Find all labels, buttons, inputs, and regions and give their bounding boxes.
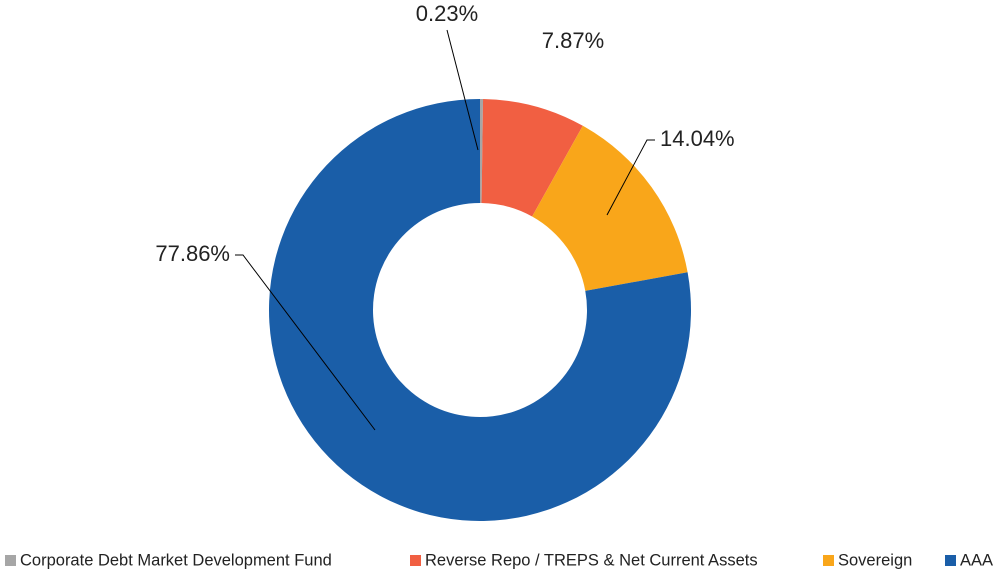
donut-segment (480, 99, 484, 204)
legend-swatch (823, 555, 834, 566)
value-label: 7.87% (542, 28, 604, 53)
value-label: 14.04% (660, 126, 735, 151)
legend-swatch (945, 555, 956, 566)
donut-segment (269, 99, 691, 521)
legend-label: Reverse Repo / TREPS & Net Current Asset… (425, 551, 758, 569)
legend-label: Corporate Debt Market Development Fund (20, 551, 332, 569)
legend-swatch (5, 555, 16, 566)
donut-segment (481, 99, 583, 217)
legend-swatch (410, 555, 421, 566)
donut-segment (532, 125, 688, 291)
legend-label: AAA (960, 551, 993, 569)
leader-line (446, 29, 479, 151)
value-label: 77.86% (155, 241, 230, 266)
legend-label: Sovereign (838, 551, 912, 569)
leader-line (606, 139, 655, 216)
leader-line (235, 254, 376, 431)
value-label: 0.23% (416, 1, 478, 26)
